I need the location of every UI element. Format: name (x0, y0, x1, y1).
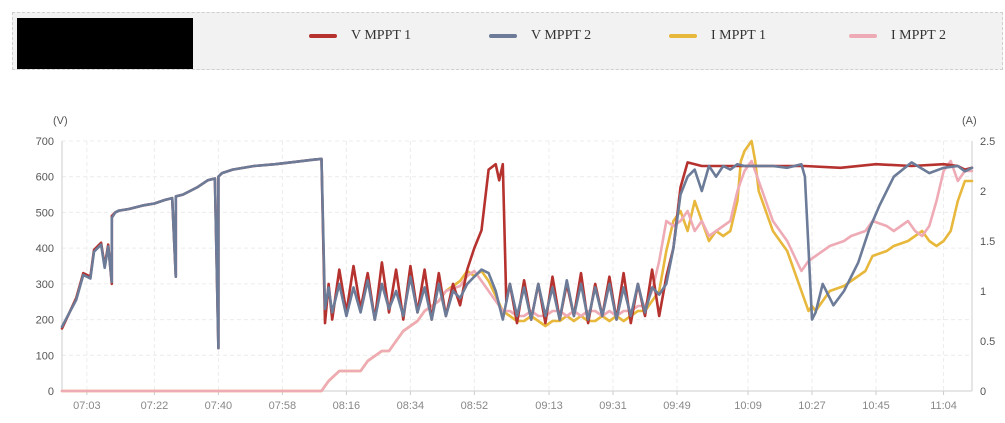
x-tick-label: 08:34 (397, 400, 425, 412)
legend-swatch (849, 34, 877, 38)
x-tick-label: 07:40 (205, 400, 233, 412)
x-tick-label: 09:31 (599, 400, 627, 412)
y-axis-unit-right: (A) (962, 115, 977, 127)
legend-item-i-mppt-1[interactable]: I MPPT 1 (669, 26, 766, 46)
legend-swatch (309, 34, 337, 38)
x-tick-label: 07:22 (141, 400, 169, 412)
x-tick-label: 09:49 (663, 400, 691, 412)
x-tick-label: 08:16 (333, 400, 361, 412)
y-tick-label-left: 400 (36, 243, 54, 255)
y-tick-label-right: 0.5 (980, 336, 995, 348)
x-tick-label: 09:13 (535, 400, 563, 412)
x-tick-label: 10:45 (862, 400, 890, 412)
legend-swatch (489, 34, 517, 38)
redacted-logo (17, 18, 193, 69)
series-line-i-mppt-2 (60, 159, 974, 393)
y-tick-label-left: 300 (36, 279, 54, 291)
legend-item-v-mppt-1[interactable]: V MPPT 1 (309, 26, 411, 46)
y-tick-label-right: 0 (980, 386, 986, 398)
y-tick-label-right: 2.5 (980, 136, 995, 148)
legend-label: V MPPT 2 (531, 28, 592, 43)
legend-label: I MPPT 1 (711, 28, 766, 43)
y-tick-label-right: 1 (980, 286, 986, 298)
y-tick-label-left: 0 (48, 386, 54, 398)
series-line-i-mppt-1 (60, 139, 974, 393)
y-tick-label-left: 600 (36, 172, 54, 184)
y-axis-unit-left: (V) (53, 115, 68, 127)
y-tick-label-left: 500 (36, 207, 54, 219)
legend-label: V MPPT 1 (351, 28, 412, 43)
x-tick-label: 07:03 (73, 400, 101, 412)
legend-swatch (669, 34, 697, 38)
legend-label: I MPPT 2 (891, 28, 946, 43)
legend-item-v-mppt-2[interactable]: V MPPT 2 (489, 26, 591, 46)
y-tick-label-left: 100 (36, 350, 54, 362)
y-tick-label-left: 700 (36, 136, 54, 148)
x-tick-label: 11:04 (930, 400, 957, 412)
x-tick-label: 07:58 (269, 400, 297, 412)
legend-item-i-mppt-2[interactable]: I MPPT 2 (849, 26, 946, 46)
legend-bar: V MPPT 1 V MPPT 2 I MPPT 1 I MPPT 2 (12, 12, 1003, 70)
y-tick-label-right: 1.5 (980, 236, 995, 248)
y-tick-label-left: 200 (36, 315, 54, 327)
y-tick-label-right: 2 (980, 186, 986, 198)
x-tick-label: 10:09 (734, 400, 762, 412)
x-tick-label: 08:52 (461, 400, 489, 412)
x-tick-label: 10:27 (798, 400, 826, 412)
series-line-v-mppt-2 (60, 157, 974, 350)
